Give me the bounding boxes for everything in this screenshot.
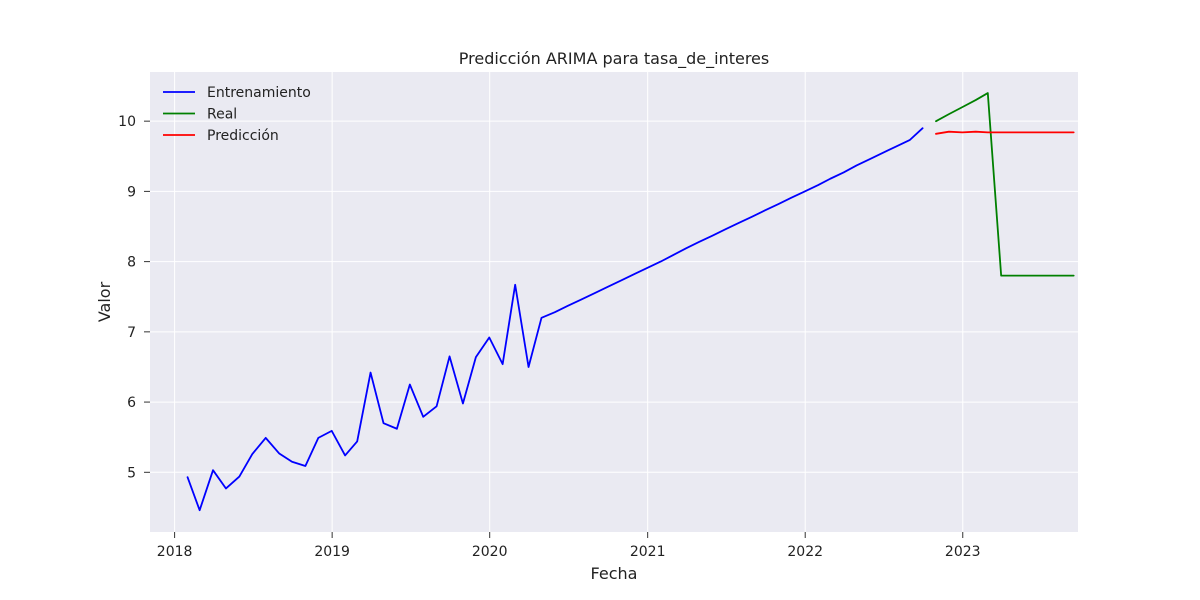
x-axis-label: Fecha xyxy=(591,564,638,583)
y-tick-label: 8 xyxy=(127,255,136,271)
y-tick-label: 10 xyxy=(118,114,136,130)
series-line-entrenamiento xyxy=(186,127,924,512)
series-line-real xyxy=(935,92,1075,277)
axis-ticks: 2018 2019 2020 2021 2022 2023 5 6 7 8 9 10 xyxy=(118,114,980,560)
legend-label: Real xyxy=(207,107,237,123)
chart-title: Predicción ARIMA para tasa_de_interes xyxy=(459,49,769,69)
series-line-prediccion xyxy=(935,130,1075,135)
y-tick-label: 6 xyxy=(127,395,136,411)
x-tick-label: 2023 xyxy=(945,544,981,560)
x-tick-label: 2020 xyxy=(472,544,508,560)
y-axis-label: Valor xyxy=(95,281,114,322)
legend-label: Entrenamiento xyxy=(207,85,311,101)
grid-lines xyxy=(150,72,1078,532)
legend-label: Predicción xyxy=(207,128,279,144)
x-tick-label: 2019 xyxy=(314,544,350,560)
y-tick-label: 7 xyxy=(127,325,136,341)
x-tick-label: 2022 xyxy=(787,544,823,560)
legend: Entrenamiento Real Predicción xyxy=(163,85,311,144)
y-tick-label: 9 xyxy=(127,184,136,200)
plot-area xyxy=(150,72,1078,532)
series-lines xyxy=(186,92,1075,512)
x-tick-label: 2021 xyxy=(630,544,666,560)
x-tick-label: 2018 xyxy=(157,544,193,560)
y-tick-label: 5 xyxy=(127,465,136,481)
